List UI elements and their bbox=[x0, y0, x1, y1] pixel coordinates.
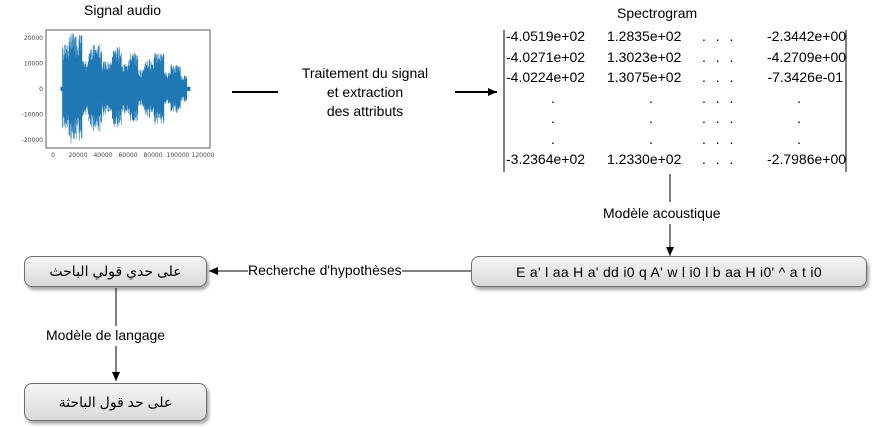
matrix-cell: 1.2835e+02 bbox=[607, 28, 682, 44]
x-tick-label: 0 bbox=[51, 152, 55, 159]
x-tick-label: 40000 bbox=[93, 152, 112, 159]
matrix-cell: -2.7986e+00 bbox=[767, 151, 847, 167]
phoneme-sequence-box: E a' l aa H a' dd i0 q A' w l i0 l b aa … bbox=[471, 256, 867, 287]
matrix-cell: . bbox=[797, 130, 801, 147]
matrix-cell: . bbox=[551, 130, 555, 147]
matrix-cell: -2.3442e+00 bbox=[767, 28, 847, 44]
matrix-cell: . . . bbox=[702, 48, 737, 65]
matrix-row: -4.0519e+02 1.2835e+02 . . . -2.3442e+00 bbox=[503, 28, 846, 46]
matrix-cell: 1.3075e+02 bbox=[607, 69, 682, 85]
matrix-cell: . bbox=[551, 110, 555, 126]
process-label: Traitement du signal et extraction des a… bbox=[301, 65, 429, 119]
final-transcription-box: على حد قول الباحثة bbox=[24, 383, 207, 421]
matrix-cell: . . . bbox=[702, 89, 737, 106]
waveform bbox=[60, 33, 191, 144]
x-tick-label: 20000 bbox=[68, 152, 87, 159]
matrix-cell: . bbox=[797, 110, 801, 126]
waveform-trace bbox=[60, 33, 191, 144]
x-tick-label: 120000 bbox=[192, 152, 215, 159]
y-axis-ticks: 20000 10000 0 -10000 -20000 bbox=[22, 35, 43, 144]
x-axis-ticks: 0 20000 40000 60000 80000 100000 120000 bbox=[51, 152, 215, 159]
y-tick-label: 0 bbox=[39, 86, 43, 93]
matrix-cell: 1.2330e+02 bbox=[607, 151, 682, 167]
matrix-cell: -3.2364e+02 bbox=[506, 151, 586, 167]
signal-title: Signal audio bbox=[84, 2, 162, 18]
acoustic-model-label: Modèle acoustique bbox=[603, 205, 721, 221]
spectrogram-title: Spectrogram bbox=[617, 5, 698, 21]
matrix-cell: -7.3426e-01 bbox=[767, 69, 843, 85]
x-tick-label: 80000 bbox=[143, 152, 162, 159]
matrix-row: .. . . .. bbox=[503, 90, 846, 108]
matrix-row: .. . . .. bbox=[503, 110, 846, 128]
hypothesis-box: على حدي قولي الباحث bbox=[24, 256, 207, 287]
y-tick-label: -10000 bbox=[22, 112, 43, 119]
x-tick-label: 60000 bbox=[118, 152, 137, 159]
matrix-cell: -4.0519e+02 bbox=[506, 28, 586, 44]
matrix-cell: . . . bbox=[702, 69, 737, 85]
hypothesis-search-label: Recherche d'hypothèses bbox=[248, 262, 402, 278]
y-tick-label: 20000 bbox=[24, 35, 43, 42]
matrix-row: -4.0271e+02 1.3023e+02 . . . -4.2709e+00 bbox=[503, 49, 846, 67]
matrix-cell: -4.0271e+02 bbox=[506, 48, 586, 65]
matrix-cell: . bbox=[797, 89, 801, 106]
matrix-cell: . bbox=[551, 89, 555, 106]
matrix-cell: 1.3023e+02 bbox=[607, 48, 682, 65]
matrix-cell: . . . bbox=[702, 151, 737, 167]
matrix-row: -4.0224e+02 1.3075e+02 . . . -7.3426e-01 bbox=[503, 69, 846, 87]
y-tick-label: 10000 bbox=[24, 61, 43, 68]
language-model-label: Modèle de langage bbox=[46, 327, 166, 343]
matrix-cell: . bbox=[649, 89, 653, 106]
matrix-cell: . bbox=[649, 130, 653, 147]
matrix-cell: -4.0224e+02 bbox=[506, 69, 586, 85]
x-tick-label: 100000 bbox=[167, 152, 190, 159]
matrix-cell: . . . bbox=[702, 130, 737, 147]
matrix-cell: . . . bbox=[702, 28, 737, 44]
spectrogram-matrix: -4.0519e+02 1.2835e+02. . . -2.3442e+00 -4.… bbox=[503, 28, 846, 174]
matrix-cell: -4.2709e+00 bbox=[767, 48, 847, 65]
matrix-row: .. . . .. bbox=[503, 131, 846, 149]
matrix-cell: . bbox=[649, 110, 653, 126]
matrix-cell: . . . bbox=[702, 110, 737, 126]
matrix-row: -3.2364e+02 1.2330e+02 . . . -2.7986e+00 bbox=[503, 151, 846, 169]
y-tick-label: -20000 bbox=[22, 137, 43, 144]
